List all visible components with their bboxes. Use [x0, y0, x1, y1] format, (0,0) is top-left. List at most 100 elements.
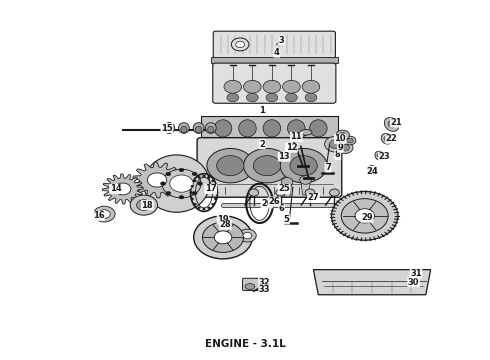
- Circle shape: [212, 203, 215, 205]
- Circle shape: [115, 183, 131, 195]
- FancyBboxPatch shape: [197, 138, 342, 197]
- Circle shape: [249, 189, 259, 196]
- Circle shape: [347, 138, 353, 143]
- Ellipse shape: [208, 126, 214, 133]
- Circle shape: [266, 93, 278, 102]
- Circle shape: [194, 203, 196, 205]
- Text: 20: 20: [261, 199, 273, 208]
- Circle shape: [207, 148, 254, 183]
- Circle shape: [243, 232, 252, 239]
- Ellipse shape: [214, 120, 232, 137]
- Circle shape: [202, 222, 244, 252]
- Text: 6: 6: [279, 204, 285, 213]
- Circle shape: [283, 80, 300, 93]
- Text: 2: 2: [259, 140, 265, 149]
- Circle shape: [355, 209, 374, 223]
- Circle shape: [244, 148, 291, 183]
- Ellipse shape: [181, 126, 187, 133]
- Text: 8: 8: [335, 150, 341, 159]
- Text: 23: 23: [378, 152, 390, 161]
- Text: 16: 16: [93, 211, 104, 220]
- FancyBboxPatch shape: [201, 116, 338, 140]
- Ellipse shape: [368, 166, 376, 174]
- Circle shape: [130, 195, 158, 215]
- Ellipse shape: [384, 136, 390, 141]
- Circle shape: [197, 176, 200, 179]
- Circle shape: [179, 195, 184, 199]
- Circle shape: [197, 207, 200, 209]
- Circle shape: [339, 132, 346, 138]
- Circle shape: [302, 80, 320, 93]
- Ellipse shape: [288, 120, 305, 137]
- Circle shape: [214, 231, 232, 244]
- Circle shape: [192, 172, 197, 176]
- Circle shape: [325, 136, 346, 152]
- Polygon shape: [133, 162, 181, 198]
- Polygon shape: [314, 270, 431, 295]
- Text: 24: 24: [366, 167, 378, 176]
- Circle shape: [280, 148, 327, 183]
- Circle shape: [194, 216, 252, 259]
- Circle shape: [286, 93, 297, 102]
- Circle shape: [192, 192, 197, 195]
- Circle shape: [300, 176, 312, 184]
- Circle shape: [246, 93, 258, 102]
- Text: 25: 25: [278, 184, 290, 193]
- Text: 31: 31: [410, 269, 422, 278]
- Ellipse shape: [193, 123, 204, 134]
- Ellipse shape: [375, 151, 384, 160]
- Text: 18: 18: [142, 201, 153, 210]
- Ellipse shape: [164, 123, 174, 134]
- Circle shape: [253, 156, 281, 176]
- Circle shape: [166, 172, 171, 176]
- FancyBboxPatch shape: [213, 63, 336, 103]
- Ellipse shape: [381, 134, 392, 144]
- Ellipse shape: [300, 130, 312, 135]
- Ellipse shape: [310, 120, 327, 137]
- Ellipse shape: [263, 120, 281, 137]
- Circle shape: [170, 175, 193, 192]
- Text: 12: 12: [286, 143, 297, 152]
- Circle shape: [281, 177, 293, 186]
- Circle shape: [231, 38, 249, 51]
- Circle shape: [191, 185, 194, 187]
- Circle shape: [214, 198, 217, 200]
- Circle shape: [276, 189, 286, 196]
- Circle shape: [337, 142, 353, 153]
- Circle shape: [224, 80, 242, 93]
- FancyBboxPatch shape: [243, 278, 268, 291]
- Circle shape: [190, 192, 193, 194]
- Circle shape: [263, 80, 281, 93]
- Circle shape: [179, 168, 184, 172]
- Text: 11: 11: [291, 132, 302, 141]
- Circle shape: [236, 41, 245, 48]
- Text: 27: 27: [308, 193, 319, 202]
- Circle shape: [341, 145, 349, 151]
- Circle shape: [207, 207, 210, 209]
- Ellipse shape: [239, 120, 256, 137]
- Circle shape: [227, 93, 239, 102]
- Polygon shape: [301, 180, 311, 195]
- Circle shape: [166, 192, 171, 195]
- Text: 7: 7: [325, 163, 331, 172]
- Text: 9: 9: [338, 143, 343, 152]
- Circle shape: [94, 206, 115, 222]
- Ellipse shape: [196, 126, 202, 133]
- Polygon shape: [282, 182, 292, 197]
- Ellipse shape: [205, 123, 216, 134]
- Circle shape: [305, 189, 315, 196]
- Text: 33: 33: [259, 285, 270, 294]
- FancyBboxPatch shape: [211, 57, 338, 63]
- Ellipse shape: [388, 121, 395, 128]
- Circle shape: [162, 169, 201, 198]
- Circle shape: [215, 192, 218, 194]
- Text: 19: 19: [217, 215, 229, 224]
- Text: 30: 30: [408, 278, 419, 287]
- Circle shape: [336, 130, 349, 140]
- Text: 10: 10: [335, 134, 346, 143]
- Circle shape: [147, 173, 167, 187]
- Circle shape: [290, 156, 318, 176]
- Text: 26: 26: [269, 197, 280, 206]
- Circle shape: [212, 180, 215, 182]
- Circle shape: [217, 156, 244, 176]
